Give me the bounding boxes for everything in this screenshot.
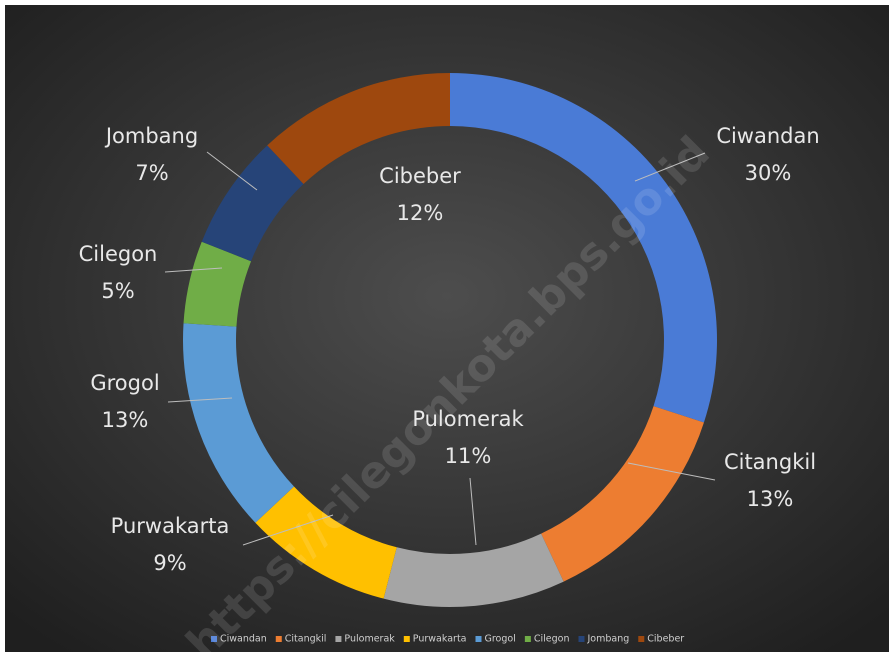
leader-line	[469, 477, 477, 546]
legend-swatch	[638, 636, 645, 642]
category-label: Ciwandan	[716, 124, 819, 148]
data-labels: Ciwandan 30% Citangkil 13% Pulomerak 11% Purwa…	[79, 124, 820, 575]
leader-line	[634, 152, 706, 182]
value-label: 30%	[745, 161, 792, 185]
legend-swatch	[475, 636, 482, 642]
category-label: Pulomerak	[412, 407, 524, 431]
leader-line	[627, 462, 716, 481]
donut-segment	[255, 486, 397, 599]
donut-segment	[201, 145, 304, 262]
category-label: Cibeber	[379, 164, 461, 188]
legend-label: Pulomerak	[344, 634, 395, 645]
leader-line	[164, 267, 223, 273]
value-label: 9%	[153, 551, 186, 575]
donut-segment	[183, 323, 295, 523]
leader-line	[206, 151, 258, 191]
value-label: 11%	[445, 444, 492, 468]
legend-swatch	[275, 636, 282, 642]
legend-label: Citangkil	[285, 634, 327, 645]
legend-swatch	[211, 636, 217, 642]
donut-segment	[383, 533, 564, 607]
legend-label: Cilegon	[534, 634, 570, 645]
value-label: 13%	[102, 408, 149, 432]
legend-label: Purwakarta	[413, 634, 467, 645]
donut-segment	[450, 73, 717, 423]
value-label: 7%	[135, 161, 168, 185]
leader-line	[242, 514, 334, 546]
legend-label: Grogol	[485, 634, 516, 645]
value-label: 13%	[747, 487, 794, 511]
leader-line	[167, 397, 233, 403]
legend-swatch	[524, 636, 531, 642]
category-label: Citangkil	[724, 450, 816, 474]
legend: Ciwandan Citangkil Pulomerak Purwakarta Grog…	[211, 634, 684, 645]
donut	[183, 72, 717, 607]
legend-swatch	[403, 636, 410, 642]
legend-swatch	[578, 636, 585, 642]
value-label: 5%	[101, 279, 134, 303]
legend-label: Ciwandan	[220, 634, 267, 645]
category-label: Cilegon	[79, 242, 158, 266]
legend-swatch	[335, 636, 342, 642]
donut-segment	[267, 72, 450, 185]
legend-label: Cibeber	[647, 634, 684, 645]
category-label: Jombang	[104, 124, 198, 148]
legend-label: Jombang	[586, 634, 629, 645]
value-label: 12%	[397, 201, 444, 225]
donut-segment	[183, 241, 252, 327]
category-label: Purwakarta	[111, 514, 230, 538]
category-label: Grogol	[90, 371, 159, 395]
donut-segment	[541, 406, 704, 582]
